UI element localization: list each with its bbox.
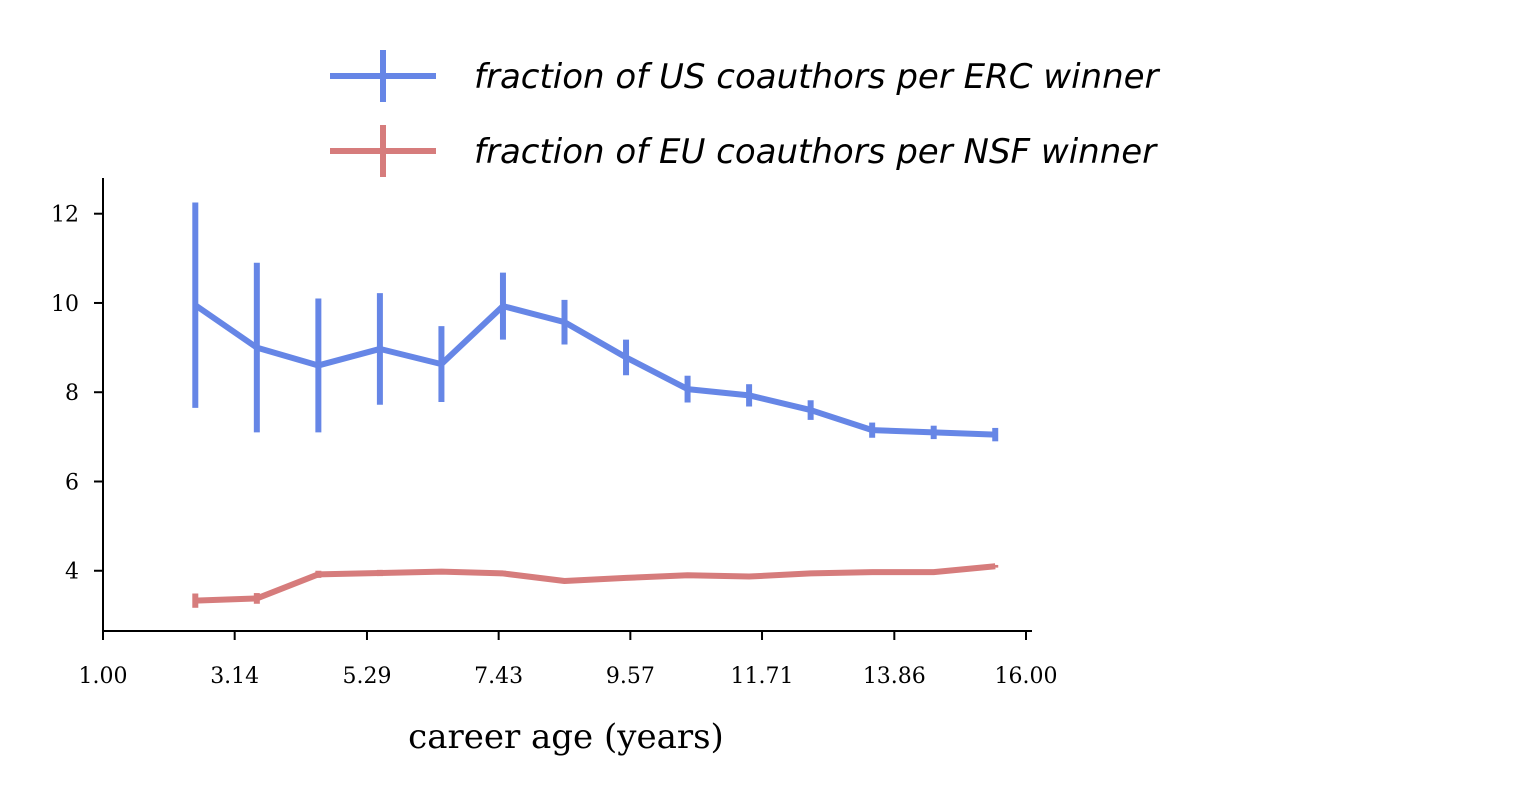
series-1 bbox=[192, 202, 999, 442]
y-tick-label: 12 bbox=[51, 203, 79, 228]
legend: fraction of US coauthors per ERC winner f… bbox=[330, 50, 1161, 177]
series-line bbox=[193, 302, 996, 438]
x-axis-title: career age (years) bbox=[408, 717, 724, 757]
legend-swatch bbox=[330, 50, 436, 102]
x-ticks: 1.00 3.14 5.29 7.43 9.57 11.71 13.86 16.00 bbox=[79, 631, 1058, 689]
x-tick-label: 16.00 bbox=[995, 664, 1058, 689]
series-2 bbox=[192, 563, 999, 608]
axes-layer bbox=[102, 178, 1032, 632]
series-line bbox=[195, 563, 996, 604]
x-tick-label: 13.86 bbox=[863, 664, 926, 689]
x-tick-label: 7.43 bbox=[474, 664, 523, 689]
y-tick-label: 8 bbox=[65, 381, 79, 406]
series-layer bbox=[192, 202, 999, 608]
x-tick-label: 9.57 bbox=[606, 664, 655, 689]
legend-label: fraction of EU coauthors per NSF winner bbox=[474, 132, 1158, 172]
legend-entry-1: fraction of US coauthors per ERC winner bbox=[330, 50, 1161, 102]
y-ticks: 4 6 8 10 12 bbox=[51, 203, 103, 585]
x-tick-label: 3.14 bbox=[210, 664, 259, 689]
y-tick-label: 10 bbox=[51, 292, 79, 317]
legend-label: fraction of US coauthors per ERC winner bbox=[474, 57, 1161, 97]
legend-entry-2: fraction of EU coauthors per NSF winner bbox=[330, 125, 1158, 177]
x-tick-label: 5.29 bbox=[342, 664, 391, 689]
y-tick-label: 6 bbox=[65, 470, 79, 495]
y-tick-label: 4 bbox=[65, 560, 79, 585]
legend-swatch bbox=[330, 125, 436, 177]
x-tick-label: 1.00 bbox=[79, 664, 128, 689]
x-tick-label: 11.71 bbox=[731, 664, 794, 689]
